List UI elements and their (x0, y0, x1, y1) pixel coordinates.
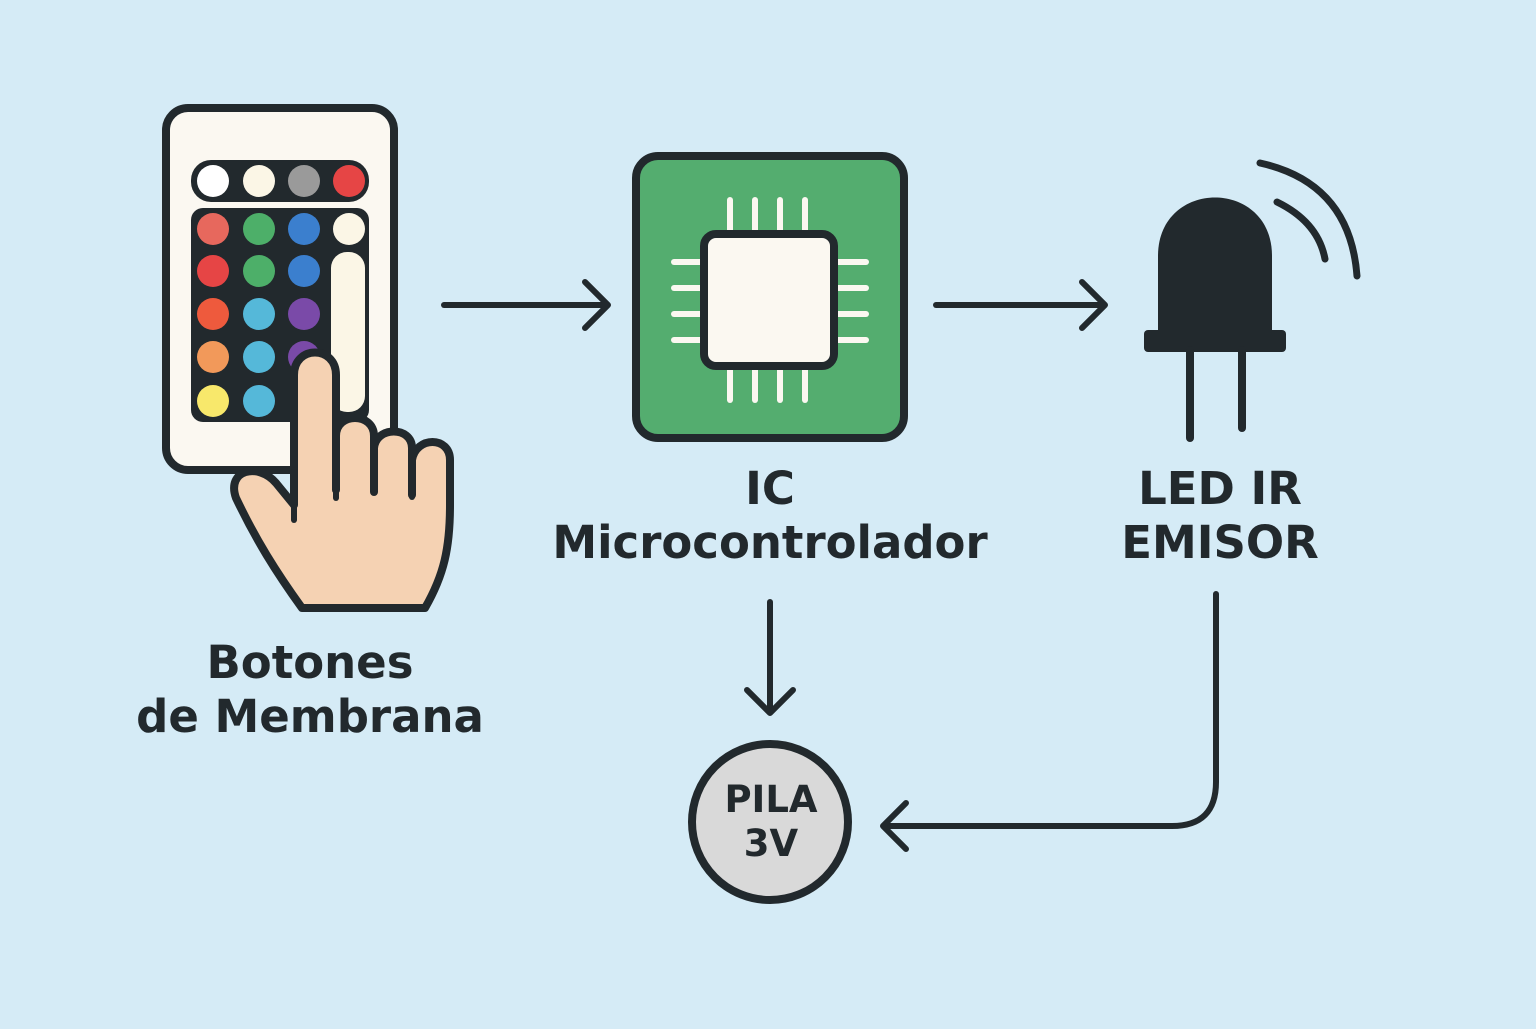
remote-color-button (288, 298, 320, 330)
arrow-ic-to-led (933, 279, 1108, 331)
node-label-pila-line2: 3V (743, 822, 799, 865)
remote-color-button (197, 341, 229, 373)
arrow-botones-to-ic (441, 279, 611, 331)
remote-top-button (197, 165, 229, 197)
node-label-ic: IC Microcontrolador (540, 462, 1000, 570)
node-label-led-line1: LED IR (1138, 462, 1302, 515)
arrow-ic-to-pila (744, 599, 796, 716)
remote-color-button (243, 385, 275, 417)
node-label-botones-line2: de Membrana (136, 690, 484, 743)
node-label-pila-line1: PILA (724, 778, 818, 821)
remote-top-row-panel (191, 160, 369, 202)
node-label-ic-line1: IC (745, 462, 795, 515)
node-label-led-line2: EMISOR (1121, 516, 1319, 569)
remote-top-button (333, 165, 365, 197)
remote-color-button (197, 213, 229, 245)
node-label-ic-line2: Microcontrolador (552, 516, 988, 569)
remote-top-button (243, 165, 275, 197)
ir-led-icon (1144, 197, 1286, 442)
node-label-botones-line1: Botones (206, 636, 414, 689)
microchip-icon (632, 152, 908, 442)
signal-waves-icon (1256, 159, 1361, 280)
remote-color-button (197, 255, 229, 287)
remote-buttons (197, 165, 365, 417)
remote-color-button (243, 298, 275, 330)
remote-color-button (288, 213, 320, 245)
node-label-botones: Botones de Membrana (110, 636, 510, 744)
remote-color-button (243, 255, 275, 287)
node-label-led: LED IR EMISOR (1090, 462, 1350, 570)
battery-icon (688, 740, 852, 904)
remote-color-button (197, 385, 229, 417)
remote-color-button (243, 213, 275, 245)
pointing-hand-icon (230, 348, 454, 612)
remote-color-button (197, 298, 229, 330)
remote-top-button (288, 165, 320, 197)
remote-color-button (288, 255, 320, 287)
arrow-led-to-pila (880, 591, 1219, 852)
node-label-pila: PILA 3V (690, 778, 852, 866)
remote-color-button (243, 341, 275, 373)
remote-color-button (333, 213, 365, 245)
